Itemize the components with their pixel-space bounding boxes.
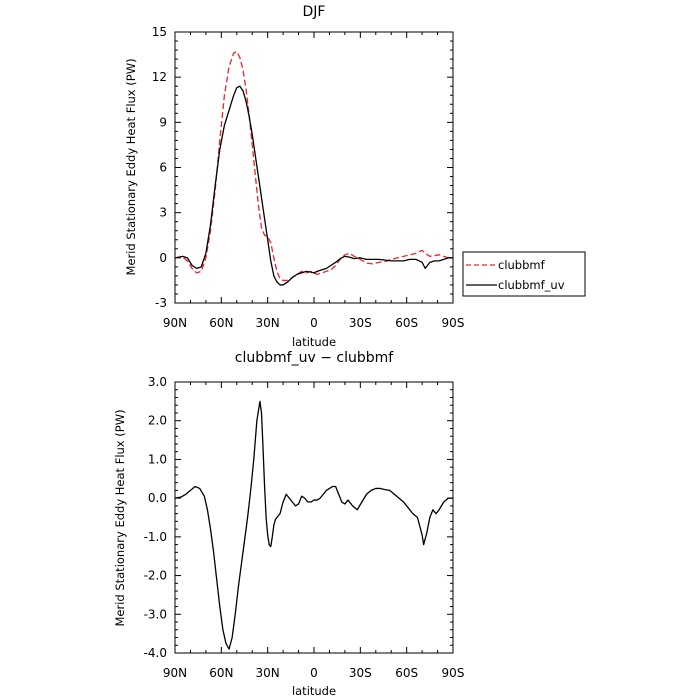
top-x-tick-label: 90S	[442, 316, 465, 330]
top-x-tick-label: 90N	[163, 316, 187, 330]
legend-label-clubbmf: clubbmf	[498, 258, 546, 272]
bottom-series-group	[174, 400, 453, 650]
bottom-series-line-difference	[174, 400, 453, 650]
bottom-ticks: -4.0 -3.0 -2.0 -1.0 0.0 1.0 2.0 3.0 90N 60N 30N 0 30…	[144, 375, 465, 680]
top-y-tick-label: 3	[159, 206, 167, 220]
top-x-tick-label: 30N	[256, 316, 280, 330]
bottom-y-tick-label: 3.0	[148, 375, 167, 389]
bottom-y-tick-label: -1.0	[144, 530, 167, 544]
top-x-tick-label: 60N	[209, 316, 233, 330]
top-x-axis-label: latitude	[292, 335, 336, 349]
top-y-axis-label: Merid Stationary Eddy Heat Flux (PW)	[124, 58, 138, 275]
bottom-panel: clubbmf_uv − clubbmf latitude Merid Stat…	[113, 350, 464, 698]
bottom-y-tick-label: 0.0	[148, 491, 167, 505]
top-series-line-clubbmf-uv	[174, 85, 453, 286]
bottom-y-axis-label: Merid Stationary Eddy Heat Flux (PW)	[113, 409, 127, 626]
bottom-x-tick-label: 0	[310, 666, 318, 680]
bottom-y-tick-label: 1.0	[148, 452, 167, 466]
bottom-x-tick-label: 60N	[209, 666, 233, 680]
bottom-y-tick-label: -3.0	[144, 607, 167, 621]
top-series-group	[174, 50, 453, 286]
bottom-y-tick-label: 2.0	[148, 414, 167, 428]
top-ticks: -3 0 3 6 9 12 15 90N 60N 30N 0 30S 60S 90S	[152, 25, 465, 330]
top-y-tick-label: 6	[159, 161, 167, 175]
bottom-x-axis-label: latitude	[292, 684, 336, 698]
top-x-tick-label: 0	[310, 316, 318, 330]
legend-box	[462, 251, 586, 297]
top-chart-title: DJF	[303, 4, 326, 20]
top-panel: DJF latitude Merid Stationary Eddy Heat …	[124, 4, 586, 349]
bottom-x-tick-label: 30S	[349, 666, 372, 680]
bottom-y-tick-label: -4.0	[144, 646, 167, 660]
top-x-tick-label: 30S	[349, 316, 372, 330]
bottom-y-tick-label: -2.0	[144, 569, 167, 583]
top-x-tick-label: 60S	[395, 316, 418, 330]
bottom-plot-frame	[174, 381, 454, 654]
legend: clubbmf clubbmf_uv	[462, 251, 586, 297]
top-y-tick-label: 12	[152, 70, 167, 84]
top-y-tick-label: -3	[155, 296, 167, 310]
bottom-x-tick-label: 30N	[256, 666, 280, 680]
legend-label-clubbmf-uv: clubbmf_uv	[498, 278, 565, 292]
bottom-x-tick-label: 90N	[163, 666, 187, 680]
bottom-x-tick-label: 60S	[395, 666, 418, 680]
top-series-line-clubbmf	[174, 50, 453, 282]
bottom-chart-title: clubbmf_uv − clubbmf	[235, 350, 394, 366]
top-y-tick-label: 15	[152, 25, 167, 39]
top-y-tick-label: 0	[159, 251, 167, 265]
top-y-tick-label: 9	[159, 115, 167, 129]
bottom-x-tick-label: 90S	[442, 666, 465, 680]
